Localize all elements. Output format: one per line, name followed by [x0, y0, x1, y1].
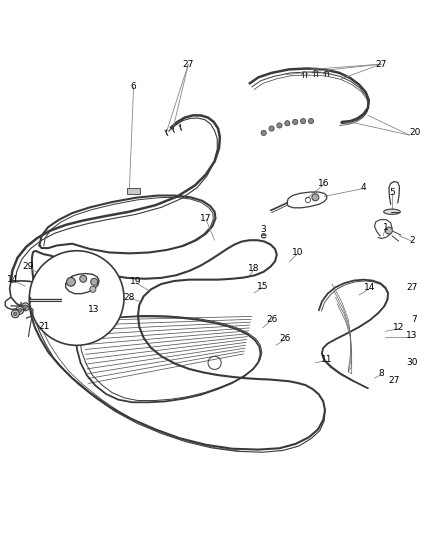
FancyBboxPatch shape [127, 188, 140, 194]
Text: 17: 17 [200, 214, 212, 223]
Circle shape [16, 306, 24, 314]
Text: 14: 14 [364, 283, 376, 292]
Circle shape [277, 123, 282, 128]
Text: 27: 27 [375, 60, 387, 69]
Text: 27: 27 [406, 283, 417, 292]
Circle shape [300, 118, 306, 124]
Text: 3: 3 [260, 225, 266, 234]
Circle shape [18, 309, 21, 312]
Ellipse shape [384, 209, 400, 214]
Text: 14: 14 [7, 275, 19, 284]
Circle shape [385, 227, 392, 234]
Text: 21: 21 [38, 322, 49, 332]
Circle shape [90, 286, 96, 292]
Text: 27: 27 [389, 376, 400, 385]
Circle shape [269, 126, 274, 131]
Text: 4: 4 [361, 183, 366, 192]
Circle shape [14, 312, 17, 316]
Text: 12: 12 [393, 324, 404, 332]
Circle shape [24, 305, 27, 309]
Circle shape [261, 233, 266, 238]
Text: 13: 13 [88, 305, 100, 314]
Text: 11: 11 [321, 355, 332, 364]
Text: 8: 8 [378, 369, 384, 378]
Text: 6: 6 [131, 82, 137, 91]
Text: 26: 26 [279, 334, 290, 343]
Text: 29: 29 [23, 262, 34, 271]
Circle shape [11, 310, 19, 318]
Circle shape [80, 275, 87, 282]
Text: 28: 28 [124, 293, 135, 302]
Circle shape [312, 194, 319, 201]
Text: 27: 27 [183, 60, 194, 69]
Text: 13: 13 [406, 331, 417, 340]
Text: 18: 18 [248, 264, 260, 273]
Text: 10: 10 [292, 248, 304, 257]
Circle shape [91, 278, 98, 285]
Text: 5: 5 [389, 188, 395, 197]
Circle shape [293, 119, 298, 125]
Circle shape [261, 130, 266, 135]
Circle shape [308, 118, 314, 124]
Text: 20: 20 [410, 128, 421, 138]
Text: 19: 19 [130, 277, 141, 286]
Text: 15: 15 [257, 282, 268, 290]
Text: 2: 2 [409, 236, 414, 245]
Circle shape [29, 251, 124, 345]
Circle shape [285, 120, 290, 126]
Text: 7: 7 [411, 314, 417, 324]
Text: 30: 30 [406, 358, 417, 367]
Text: 1: 1 [382, 223, 389, 231]
Text: 26: 26 [266, 314, 277, 324]
Circle shape [21, 303, 29, 311]
Circle shape [67, 278, 75, 286]
Text: 16: 16 [318, 179, 330, 188]
